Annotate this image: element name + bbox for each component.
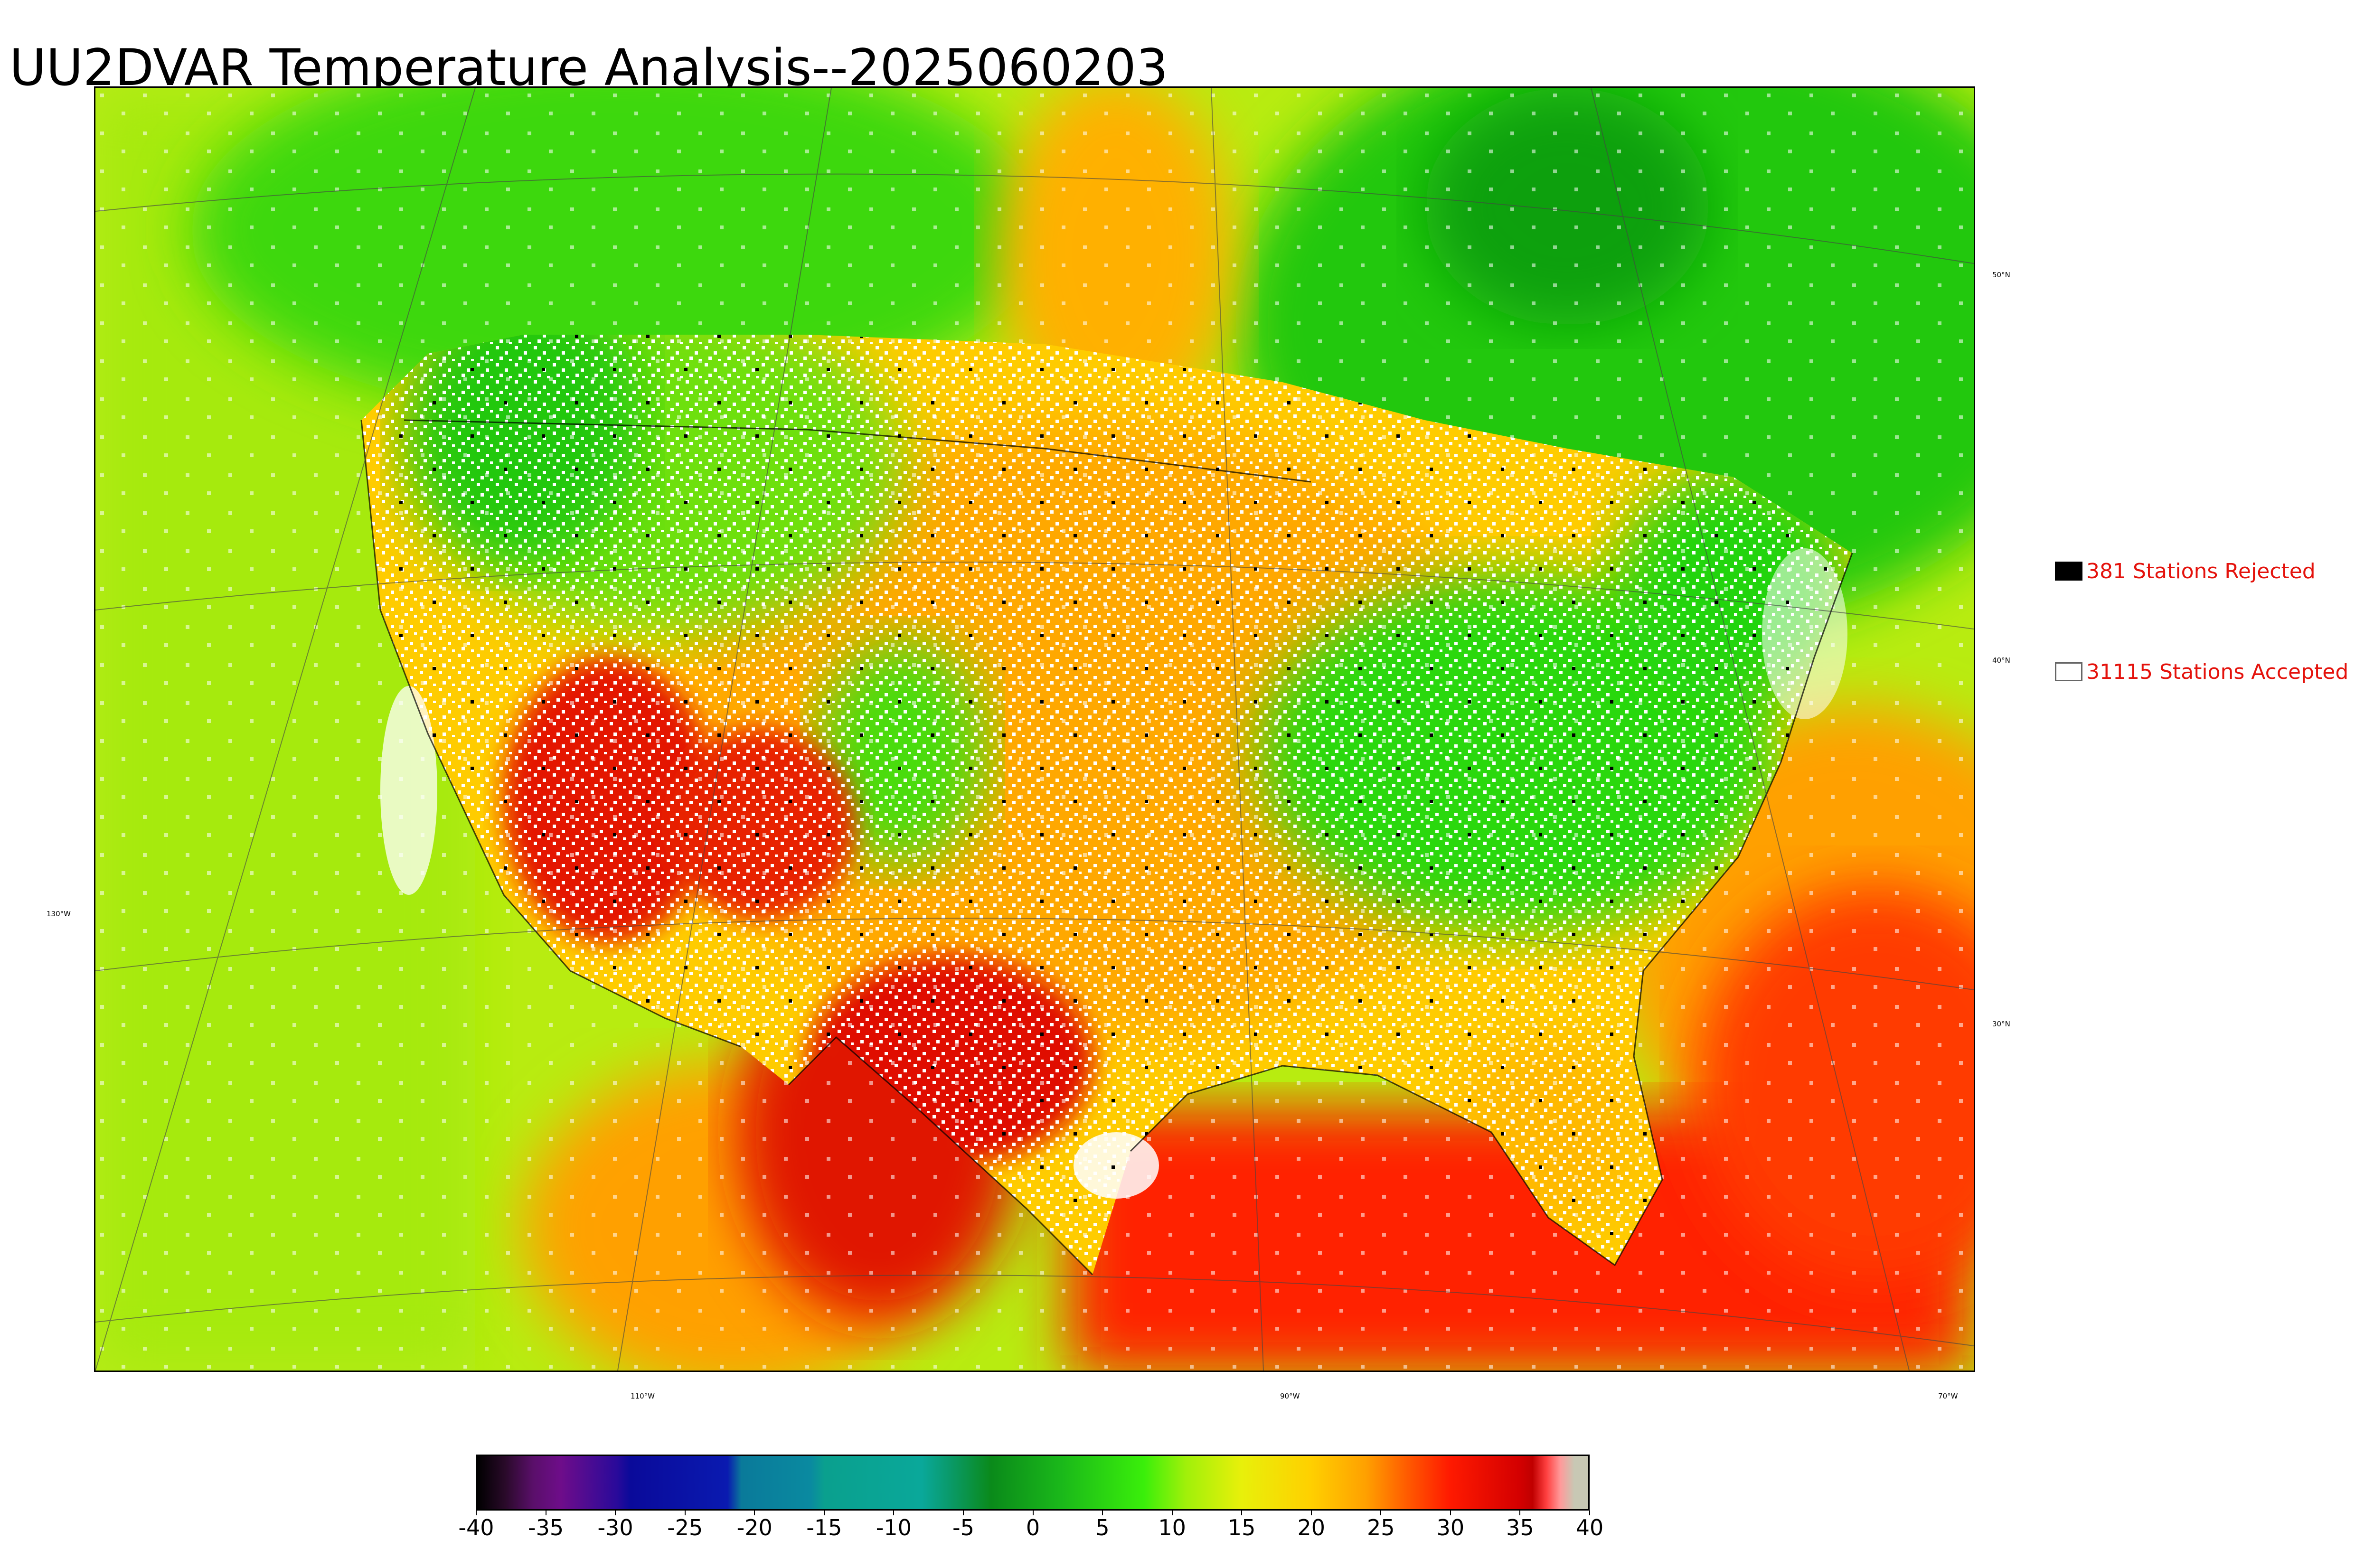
colorbar-tick-mark	[1380, 1511, 1382, 1515]
colorbar-tick-mark	[962, 1511, 964, 1515]
rejected-stations	[361, 335, 1852, 1275]
legend-accepted-label: 31115 Stations Accepted	[2086, 659, 2349, 684]
colorbar-tick-mark	[1032, 1511, 1034, 1515]
colorbar-tick-label: 5	[1095, 1515, 1110, 1540]
colorbar-tick-mark	[615, 1511, 616, 1515]
colorbar-tick-mark	[1519, 1511, 1521, 1515]
colorbar-tick-label: -35	[528, 1515, 564, 1540]
temperature-map	[94, 86, 1975, 1372]
coastlines	[360, 419, 1853, 1276]
colorbar-tick-label: 15	[1227, 1515, 1256, 1540]
colorbar-tick-mark	[1241, 1511, 1243, 1515]
longitude-label-70w: 70°W	[1938, 1392, 1958, 1400]
colorbar-tick-mark	[1102, 1511, 1103, 1515]
colorbar-tick-label: 30	[1436, 1515, 1465, 1540]
colorbar-tick-label: 40	[1575, 1515, 1604, 1540]
colorbar-tick-mark	[823, 1511, 825, 1515]
legend-accepted: 31115 Stations Accepted	[2055, 660, 2348, 684]
colorbar-tick-mark	[1171, 1511, 1173, 1515]
colorbar-tick-mark	[1589, 1511, 1590, 1515]
colorbar-tick-label: -5	[952, 1515, 974, 1540]
graticule	[95, 88, 1974, 1371]
colorbar-tick-label: -10	[876, 1515, 912, 1540]
longitude-label-110w: 110°W	[631, 1392, 655, 1400]
longitude-label-130w: 130°W	[47, 910, 71, 918]
colorbar-tick-label: -25	[667, 1515, 703, 1540]
longitude-label-90w: 90°W	[1280, 1392, 1300, 1400]
temperature-field	[95, 88, 1974, 1371]
colorbar-tick-label: 0	[1026, 1515, 1040, 1540]
colorbar-tick-label: -40	[458, 1515, 494, 1540]
colorbar	[476, 1455, 1590, 1511]
colorbar-tick-mark	[893, 1511, 895, 1515]
legend-rejected-label: 381 Stations Rejected	[2086, 559, 2316, 583]
legend-accepted-swatch	[2055, 662, 2082, 681]
colorbar-tick-mark	[476, 1511, 477, 1515]
colorbar-tick-mark	[1450, 1511, 1451, 1515]
colorbar-tick-label: -20	[736, 1515, 772, 1540]
colorbar-tick-mark	[754, 1511, 755, 1515]
colorbar-tick-mark	[1310, 1511, 1312, 1515]
colorbar-tick-label: -30	[597, 1515, 633, 1540]
colorbar-tick-mark	[684, 1511, 686, 1515]
legend-rejected-swatch	[2055, 562, 2082, 581]
legend-rejected: 381 Stations Rejected	[2055, 559, 2316, 583]
latitude-label-40n: 40°N	[1992, 656, 2010, 665]
latitude-label-50n: 50°N	[1992, 271, 2010, 279]
colorbar-tick-label: 25	[1367, 1515, 1395, 1540]
colorbar-tick-label: 20	[1297, 1515, 1326, 1540]
colorbar-tick-label: 10	[1158, 1515, 1186, 1540]
colorbar-tick-label: -15	[806, 1515, 842, 1540]
colorbar-tick-label: 35	[1506, 1515, 1534, 1540]
latitude-label-30n: 30°N	[1992, 1020, 2010, 1028]
